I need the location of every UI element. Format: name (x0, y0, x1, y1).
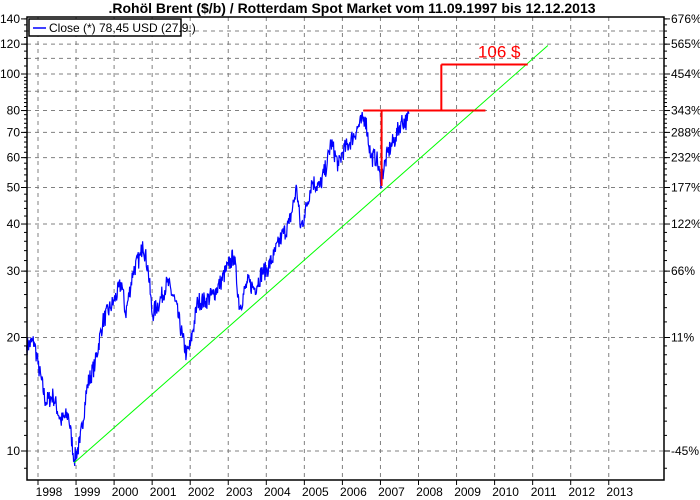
x-tick-label: 1999 (74, 485, 101, 499)
y-tick-label: 120 (0, 37, 20, 51)
x-axis: 1998 1999 2000 2001 2002 2003 2004 2005 2006 2007… (36, 480, 633, 499)
y-tick-label: 60 (7, 151, 21, 165)
y-tick-label-right: 11% (671, 331, 694, 345)
x-tick-label: 1998 (36, 485, 63, 499)
y-tick-label-right: 122% (671, 217, 700, 231)
x-tick-label: 2003 (226, 485, 253, 499)
trend-line (73, 45, 549, 464)
x-tick-label: 2004 (264, 485, 291, 499)
y-tick-label-right: 232% (671, 151, 700, 165)
legend-label: Close (*) 78,45 USD (27.9.) (49, 21, 196, 35)
y-tick-label-right: 454% (671, 67, 700, 81)
y-tick-label: 80 (7, 104, 21, 118)
price-line (26, 109, 410, 466)
x-tick-label: 2009 (454, 485, 481, 499)
y-tick-label: 10 (7, 444, 21, 458)
x-tick-label: 2011 (531, 485, 557, 499)
y-tick-label: 100 (0, 67, 20, 81)
x-tick-label: 2008 (416, 485, 443, 499)
y-tick-label: 20 (7, 331, 21, 345)
x-tick-label: 2007 (378, 485, 405, 499)
chart-title: .Rohöl Brent ($/b) / Rotterdam Spot Mark… (108, 0, 595, 16)
y-tick-label-right: 177% (671, 180, 700, 194)
y-tick-label-right: 565% (671, 37, 700, 51)
x-tick-label: 2010 (492, 485, 519, 499)
y-tick-label: 40 (7, 217, 21, 231)
series-layer (26, 45, 549, 466)
x-tick-label: 2001 (150, 485, 177, 499)
x-tick-label: 2000 (112, 485, 139, 499)
y-axis-left: 10 20 30 40 50 60 70 80 100 120 140 (0, 12, 27, 469)
annotations: 106 $ (363, 42, 528, 186)
y-tick-label-right: 66% (671, 264, 695, 278)
plot-frame (26, 16, 665, 481)
y-tick-label-right: -45% (671, 444, 699, 458)
x-tick-label: 2005 (302, 485, 329, 499)
x-tick-label: 2012 (568, 485, 595, 499)
x-tick-label: 2002 (188, 485, 215, 499)
y-tick-label: 140 (0, 12, 20, 26)
grid (27, 17, 664, 480)
y-tick-label: 70 (7, 125, 21, 139)
annotation-label: 106 $ (478, 42, 521, 61)
y-tick-label-right: 288% (671, 125, 700, 139)
y-tick-label-right: 343% (671, 104, 700, 118)
y-tick-label-right: 676% (671, 12, 700, 26)
y-axis-right: -45% 11% 66% 122% 177% 232% 288% 343% 454% 565% 67… (664, 12, 700, 469)
x-tick-label: 2013 (606, 485, 633, 499)
y-tick-label: 50 (7, 180, 21, 194)
y-tick-label: 30 (7, 264, 21, 278)
legend-box (28, 18, 182, 37)
legend: Close (*) 78,45 USD (27.9.) (28, 18, 196, 37)
x-tick-label: 2006 (340, 485, 367, 499)
